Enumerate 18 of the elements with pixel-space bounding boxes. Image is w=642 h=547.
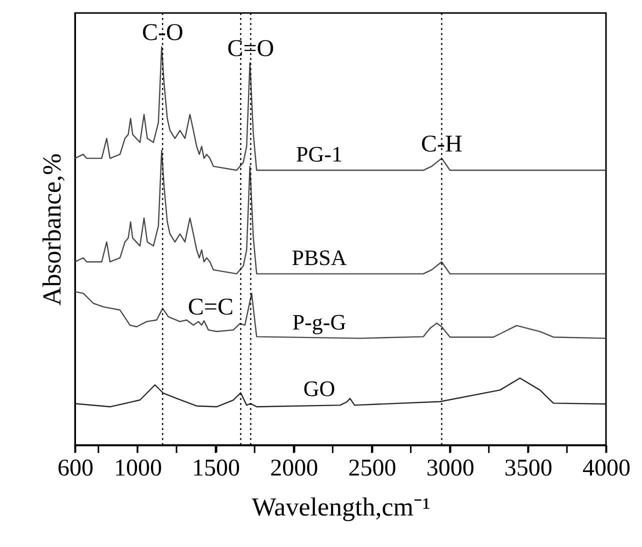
annotation: C-H [421, 131, 462, 158]
annotation: C-O [142, 20, 184, 46]
annotation: C=O [227, 36, 274, 62]
x-tick-label: 2500 [348, 456, 396, 482]
x-tick-label: 3000 [426, 456, 474, 482]
annotation: C=C [188, 294, 234, 321]
x-tick-label: 2000 [270, 456, 318, 482]
x-tick-label: 3500 [504, 456, 552, 482]
x-tick-label: 600 [58, 456, 94, 482]
series-label: PBSA [292, 244, 347, 270]
series-label: PG-1 [296, 141, 342, 166]
x-tick-label: 4000 [582, 456, 630, 482]
y-axis-title: Absorbance,% [38, 153, 66, 306]
series-label: P-g-G [292, 309, 346, 334]
x-tick-label: 1000 [114, 456, 162, 482]
series-label: GO [303, 376, 336, 402]
x-axis-title: Wavelength,cm⁻¹ [252, 492, 430, 522]
x-tick-label: 1500 [192, 456, 240, 482]
